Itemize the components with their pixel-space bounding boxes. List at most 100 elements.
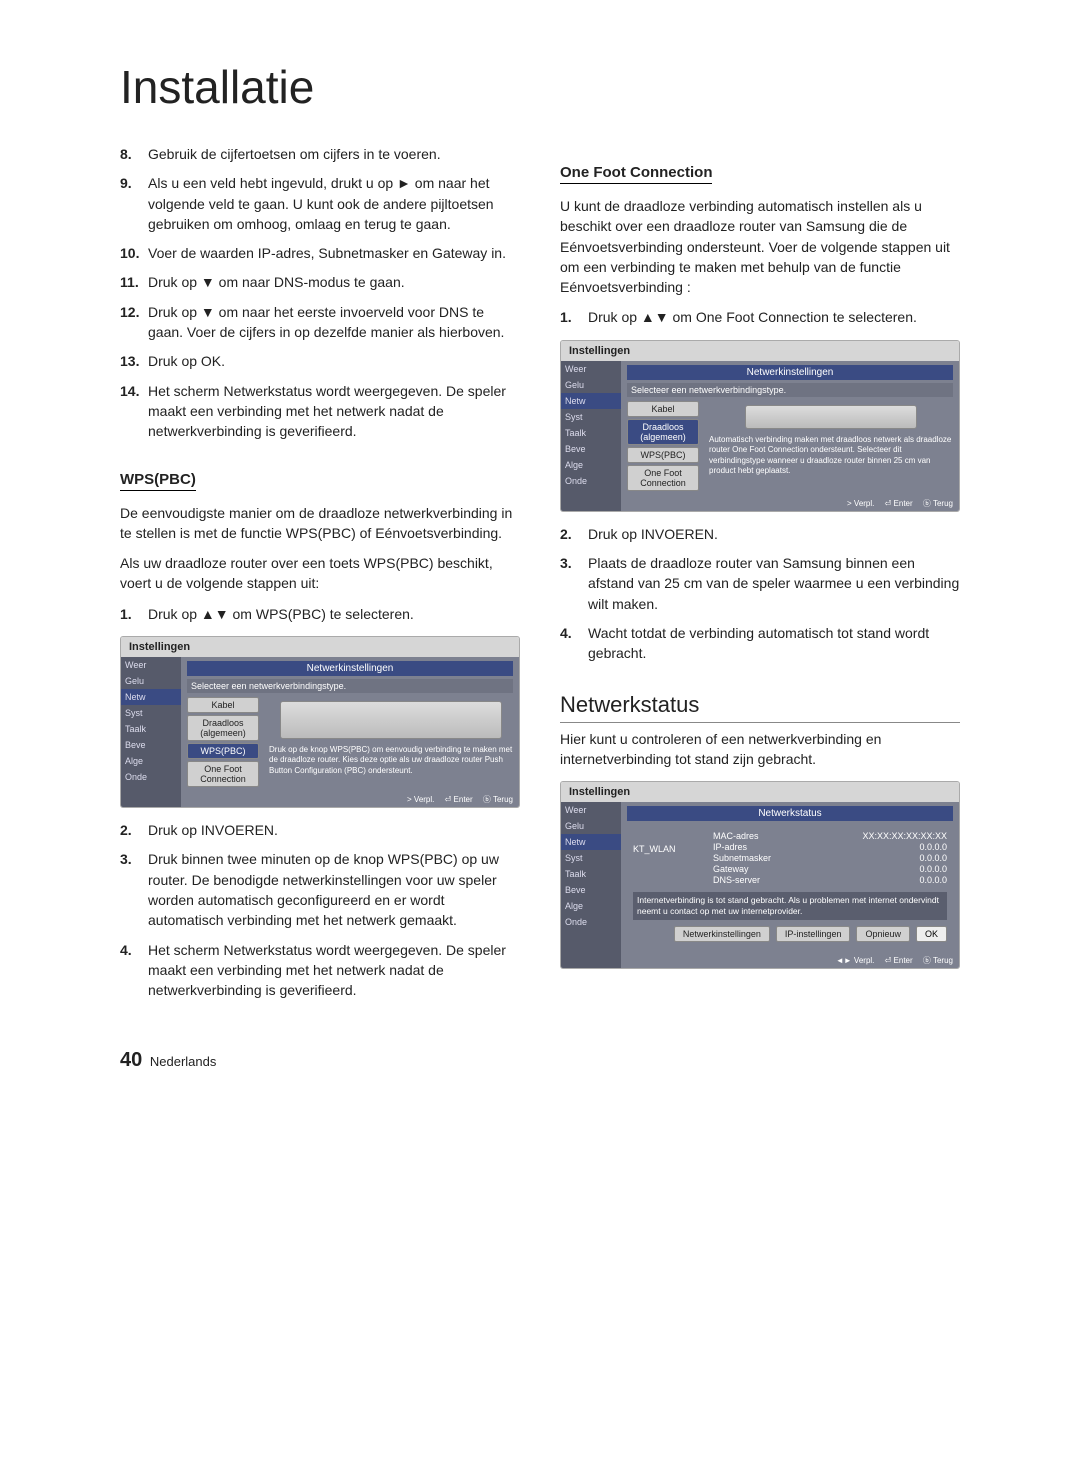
sidebar-item: Beve (561, 882, 621, 898)
footer-hint: ⏎ Enter (885, 956, 913, 965)
btn-kabel[interactable]: Kabel (627, 401, 699, 417)
value-gateway: 0.0.0.0 (919, 864, 947, 874)
sidebar-item: Alge (561, 457, 621, 473)
settings-banner: Netwerkinstellingen (627, 365, 953, 380)
footer-hint: ⏎ Enter (445, 795, 473, 804)
sidebar-item: Syst (561, 850, 621, 866)
wps-step-3: Druk binnen twee minuten op de knop WPS(… (120, 849, 520, 930)
sidebar-item: Onde (561, 914, 621, 930)
sidebar-item: Weer (561, 361, 621, 377)
sidebar-item: Gelu (561, 377, 621, 393)
settings-sidebar: Weer Gelu Netw Syst Taalk Beve Alge Onde (121, 657, 181, 807)
ofc-heading: One Foot Connection (560, 164, 712, 184)
connection-type-buttons: Kabel Draadloos (algemeen) WPS(PBC) One … (187, 697, 259, 787)
ofc-step-1: Druk op ▲▼ om One Foot Connection te sel… (560, 307, 960, 327)
wlan-name: KT_WLAN (633, 830, 713, 886)
sidebar-item: Gelu (561, 818, 621, 834)
settings-footer: ◄► Verpl. ⏎ Enter ⓑ Terug (828, 955, 953, 966)
netwerkstatus-heading: Netwerkstatus (560, 692, 960, 723)
router-icon (745, 405, 918, 429)
btn-opnieuw[interactable]: Opnieuw (856, 926, 910, 942)
ofc-para: U kunt de draadloze verbinding automatis… (560, 196, 960, 297)
settings-sidebar: Weer Gelu Netw Syst Taalk Beve Alge Onde (561, 361, 621, 511)
step-10: Voer de waarden IP-adres, Subnetmasker e… (120, 243, 520, 263)
wps-step-2: Druk op INVOEREN. (120, 820, 520, 840)
btn-draadloos[interactable]: Draadloos (algemeen) (627, 419, 699, 445)
settings-title: Instellingen (561, 341, 959, 361)
page-title: Installatie (120, 60, 1000, 114)
footer-hint: > Verpl. (407, 795, 434, 804)
step-14: Het scherm Netwerkstatus wordt weergegev… (120, 381, 520, 442)
label-gateway: Gateway (713, 864, 749, 874)
btn-draadloos[interactable]: Draadloos (algemeen) (187, 715, 259, 741)
settings-help-text: Druk op de knop WPS(PBC) om eenvoudig ve… (269, 745, 513, 776)
btn-netwerkinstellingen[interactable]: Netwerkinstellingen (674, 926, 770, 942)
value-mac: XX:XX:XX:XX:XX:XX (862, 831, 947, 841)
step-8: Gebruik de cijfertoetsen om cijfers in t… (120, 144, 520, 164)
left-column: Gebruik de cijfertoetsen om cijfers in t… (120, 144, 520, 1009)
footer-hint: ⓑ Terug (923, 499, 953, 508)
label-dns: DNS-server (713, 875, 760, 885)
settings-screenshot-ofc: Instellingen Weer Gelu Netw Syst Taalk B… (560, 340, 960, 512)
status-message: Internetverbinding is tot stand gebracht… (633, 892, 947, 920)
settings-footer: > Verpl. ⏎ Enter ⓑ Terug (839, 498, 953, 509)
value-subnet: 0.0.0.0 (919, 853, 947, 863)
btn-ok[interactable]: OK (916, 926, 947, 942)
settings-footer: > Verpl. ⏎ Enter ⓑ Terug (399, 794, 513, 805)
settings-preview: Druk op de knop WPS(PBC) om eenvoudig ve… (265, 697, 513, 787)
sidebar-item: Onde (561, 473, 621, 489)
ns-action-buttons: Netwerkinstellingen IP-instellingen Opni… (633, 926, 947, 942)
wps-para-1: De eenvoudigste manier om de draadloze n… (120, 503, 520, 544)
sidebar-item: Alge (561, 898, 621, 914)
sidebar-item: Syst (121, 705, 181, 721)
device-icon (280, 701, 502, 739)
footer-hint: > Verpl. (847, 499, 874, 508)
footer-hint: ⏎ Enter (885, 499, 913, 508)
ofc-step-1-list: Druk op ▲▼ om One Foot Connection te sel… (560, 307, 960, 327)
btn-onefoot[interactable]: One Foot Connection (627, 465, 699, 491)
settings-title: Instellingen (121, 637, 519, 657)
wps-steps-2-4: Druk op INVOEREN. Druk binnen twee minut… (120, 820, 520, 1000)
wps-para-2: Als uw draadloze router over een toets W… (120, 553, 520, 594)
sidebar-item: Onde (121, 769, 181, 785)
sidebar-item: Taalk (561, 425, 621, 441)
btn-onefoot[interactable]: One Foot Connection (187, 761, 259, 787)
wps-step-1: Druk op ▲▼ om WPS(PBC) te selecteren. (120, 604, 520, 624)
sidebar-item: Beve (121, 737, 181, 753)
sidebar-item: Weer (561, 802, 621, 818)
label-subnet: Subnetmasker (713, 853, 771, 863)
steps-8-14: Gebruik de cijfertoetsen om cijfers in t… (120, 144, 520, 442)
btn-wps[interactable]: WPS(PBC) (187, 743, 259, 759)
step-11: Druk op ▼ om naar DNS-modus te gaan. (120, 272, 520, 292)
sidebar-item: Netw (121, 689, 181, 705)
wps-step-1-list: Druk op ▲▼ om WPS(PBC) te selecteren. (120, 604, 520, 624)
netwerkstatus-para: Hier kunt u controleren of een netwerkve… (560, 729, 960, 770)
page-number: 40 (120, 1049, 142, 1071)
right-column: One Foot Connection U kunt de draadloze … (560, 144, 960, 1009)
connection-type-buttons: Kabel Draadloos (algemeen) WPS(PBC) One … (627, 401, 699, 491)
settings-sidebar: Weer Gelu Netw Syst Taalk Beve Alge Onde (561, 802, 621, 968)
footer-hint: ◄► Verpl. (836, 956, 875, 965)
page-footer: 40 Nederlands (120, 1049, 1000, 1072)
settings-desc: Selecteer een netwerkverbindingstype. (627, 383, 953, 397)
btn-ip-instellingen[interactable]: IP-instellingen (776, 926, 851, 942)
sidebar-item: Beve (561, 441, 621, 457)
settings-banner: Netwerkinstellingen (187, 661, 513, 676)
footer-hint: ⓑ Terug (483, 795, 513, 804)
step-12: Druk op ▼ om naar het eerste invoerveld … (120, 302, 520, 343)
settings-help-text: Automatisch verbinding maken met draadlo… (709, 435, 953, 477)
ofc-steps-2-4: Druk op INVOEREN. Plaats de draadloze ro… (560, 524, 960, 664)
footer-hint: ⓑ Terug (923, 956, 953, 965)
sidebar-item: Taalk (561, 866, 621, 882)
netwerkstatus-screenshot: Instellingen Weer Gelu Netw Syst Taalk B… (560, 781, 960, 969)
label-mac: MAC-adres (713, 831, 759, 841)
btn-wps[interactable]: WPS(PBC) (627, 447, 699, 463)
btn-kabel[interactable]: Kabel (187, 697, 259, 713)
sidebar-item: Netw (561, 834, 621, 850)
settings-preview: Automatisch verbinding maken met draadlo… (705, 401, 953, 491)
content-columns: Gebruik de cijfertoetsen om cijfers in t… (120, 144, 960, 1009)
settings-desc: Selecteer een netwerkverbindingstype. (187, 679, 513, 693)
wps-heading: WPS(PBC) (120, 471, 196, 491)
step-13: Druk op OK. (120, 351, 520, 371)
ofc-step-3: Plaats de draadloze router van Samsung b… (560, 553, 960, 614)
